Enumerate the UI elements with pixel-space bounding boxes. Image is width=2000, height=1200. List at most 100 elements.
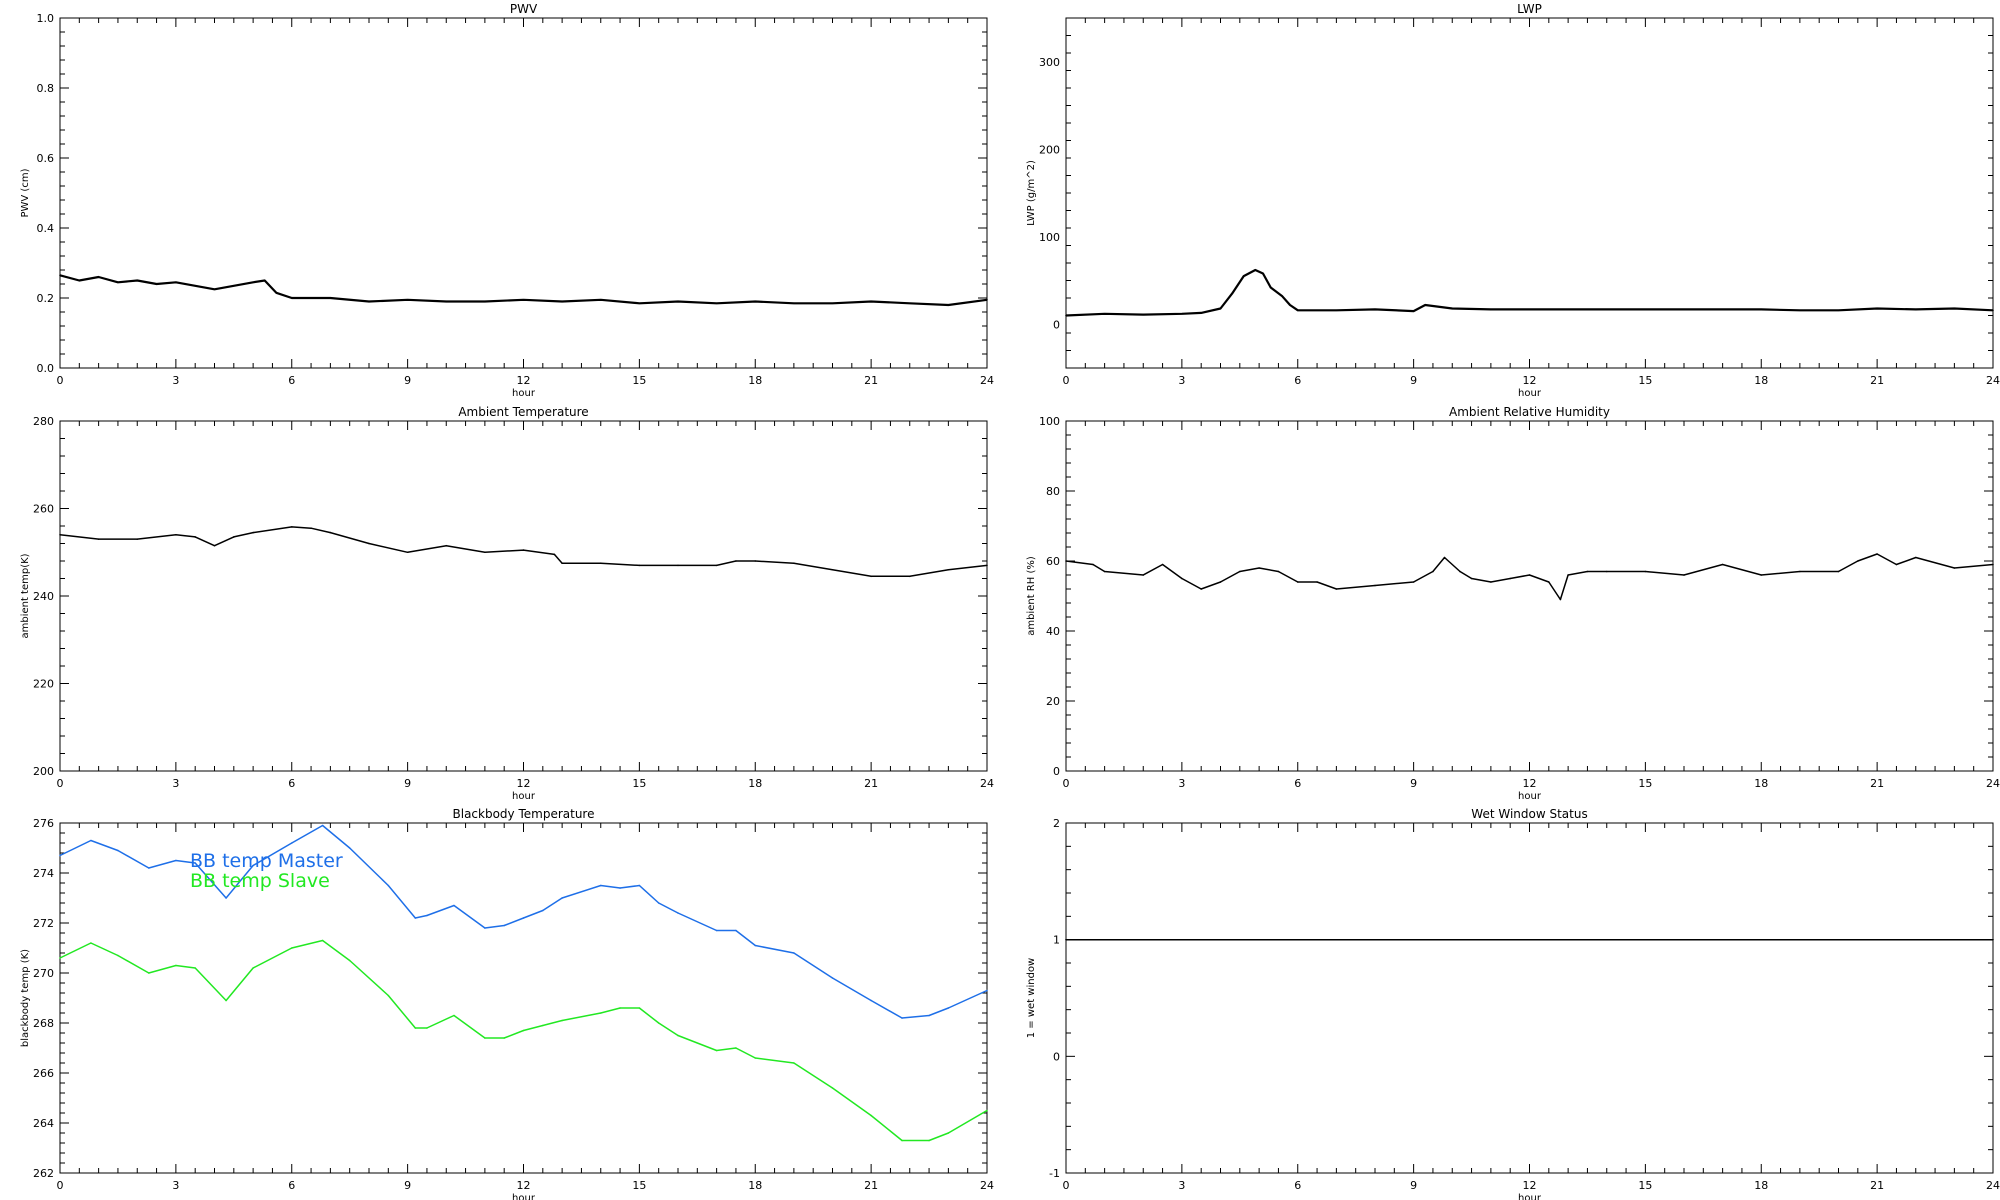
data-point	[1914, 556, 1917, 559]
data-point	[1219, 581, 1222, 583]
data-point	[870, 999, 872, 1002]
y-tick-label: 0.4	[37, 222, 55, 235]
data-point	[831, 568, 834, 571]
data-point	[901, 1139, 903, 1142]
x-tick-label: 15	[1638, 374, 1652, 387]
y-tick-label: 268	[33, 1017, 54, 1030]
data-point	[59, 274, 61, 277]
data-point	[1992, 309, 1994, 312]
data-point	[831, 302, 834, 305]
data-point	[1281, 295, 1284, 298]
y-tick-label: 0.6	[37, 152, 55, 165]
x-tick-label: 0	[57, 1179, 64, 1192]
data-point	[1490, 581, 1492, 583]
x-tick-label: 12	[517, 777, 531, 790]
data-point	[136, 279, 139, 282]
data-point	[1490, 308, 1492, 311]
y-tick-label: 276	[33, 817, 54, 830]
data-point	[677, 300, 679, 303]
x-tick-label: 9	[1410, 1179, 1417, 1192]
data-point	[619, 887, 621, 889]
data-point	[542, 1024, 544, 1027]
x-tick-label: 3	[172, 777, 179, 790]
data-point	[175, 964, 177, 967]
data-point	[1683, 308, 1685, 311]
data-point	[252, 967, 254, 969]
data-point	[290, 842, 293, 844]
data-point	[735, 929, 737, 932]
data-point	[1432, 570, 1434, 573]
data-point	[445, 300, 448, 303]
chart-title: Ambient Relative Humidity	[1449, 405, 1610, 419]
data-point	[901, 1017, 903, 1019]
x-tick-label: 15	[632, 1179, 646, 1192]
x-tick-label: 6	[288, 777, 295, 790]
data-point	[59, 533, 61, 536]
x-tick-label: 21	[864, 777, 878, 790]
x-tick-label: 21	[864, 374, 878, 387]
data-point	[175, 859, 177, 862]
chart-title: Blackbody Temperature	[453, 807, 595, 821]
data-point	[117, 954, 119, 957]
x-tick-label: 6	[288, 374, 295, 387]
data-point	[754, 944, 757, 947]
data-point	[1239, 570, 1241, 573]
data-point	[657, 1022, 660, 1024]
y-tick-label: 0	[1053, 1050, 1060, 1063]
x-tick-label: 24	[1986, 777, 2000, 790]
data-point	[329, 531, 332, 534]
data-point	[175, 533, 177, 536]
data-point	[387, 884, 390, 887]
data-point	[368, 542, 370, 545]
x-axis-label: hour	[512, 791, 536, 802]
data-point	[1296, 309, 1299, 312]
data-point	[194, 967, 196, 969]
data-point	[1103, 570, 1106, 573]
data-point	[715, 302, 718, 305]
y-tick-label: 220	[33, 678, 54, 691]
data-point	[1142, 313, 1145, 316]
data-point	[1799, 309, 1801, 312]
data-point	[638, 564, 641, 567]
x-tick-label: 24	[980, 374, 994, 387]
data-point	[553, 553, 556, 556]
plot-frame	[59, 420, 988, 772]
data-point	[1528, 574, 1531, 576]
chart-title: Ambient Temperature	[458, 405, 588, 419]
data-point	[175, 281, 177, 284]
data-point	[233, 536, 235, 538]
data-point	[754, 300, 757, 303]
data-point	[503, 924, 505, 927]
data-point	[522, 1029, 525, 1032]
data-point	[1559, 598, 1562, 601]
data-point	[522, 917, 525, 919]
data-point	[1424, 304, 1427, 306]
data-point	[348, 847, 351, 849]
x-axis-label: hour	[1518, 791, 1542, 802]
x-tick-label: 9	[404, 777, 411, 790]
data-point	[908, 302, 911, 305]
data-point	[213, 288, 216, 291]
data-point	[715, 1049, 718, 1052]
data-point	[638, 302, 641, 305]
data-point	[1258, 567, 1260, 569]
series-line	[59, 274, 988, 307]
x-tick-label: 0	[1063, 374, 1070, 387]
data-point	[928, 1139, 930, 1142]
data-point	[1103, 312, 1106, 315]
x-tick-label: 3	[172, 1179, 179, 1192]
data-point	[735, 560, 737, 562]
data-point	[1374, 584, 1376, 587]
data-point	[1269, 286, 1272, 289]
data-point	[599, 298, 602, 301]
x-tick-label: 9	[1410, 777, 1417, 790]
data-point	[194, 862, 196, 864]
data-point	[1443, 556, 1446, 559]
x-tick-label: 6	[1294, 374, 1301, 387]
data-point	[1459, 570, 1461, 573]
y-axis-label: 1 = wet window	[1026, 958, 1037, 1038]
chart-panel: 0 3 6 9 12 15 18 21 24 200 220 240 260 280 Ambient Tem…	[20, 405, 994, 802]
data-point	[1605, 570, 1608, 573]
x-tick-label: 12	[1523, 374, 1537, 387]
data-point	[561, 897, 563, 899]
